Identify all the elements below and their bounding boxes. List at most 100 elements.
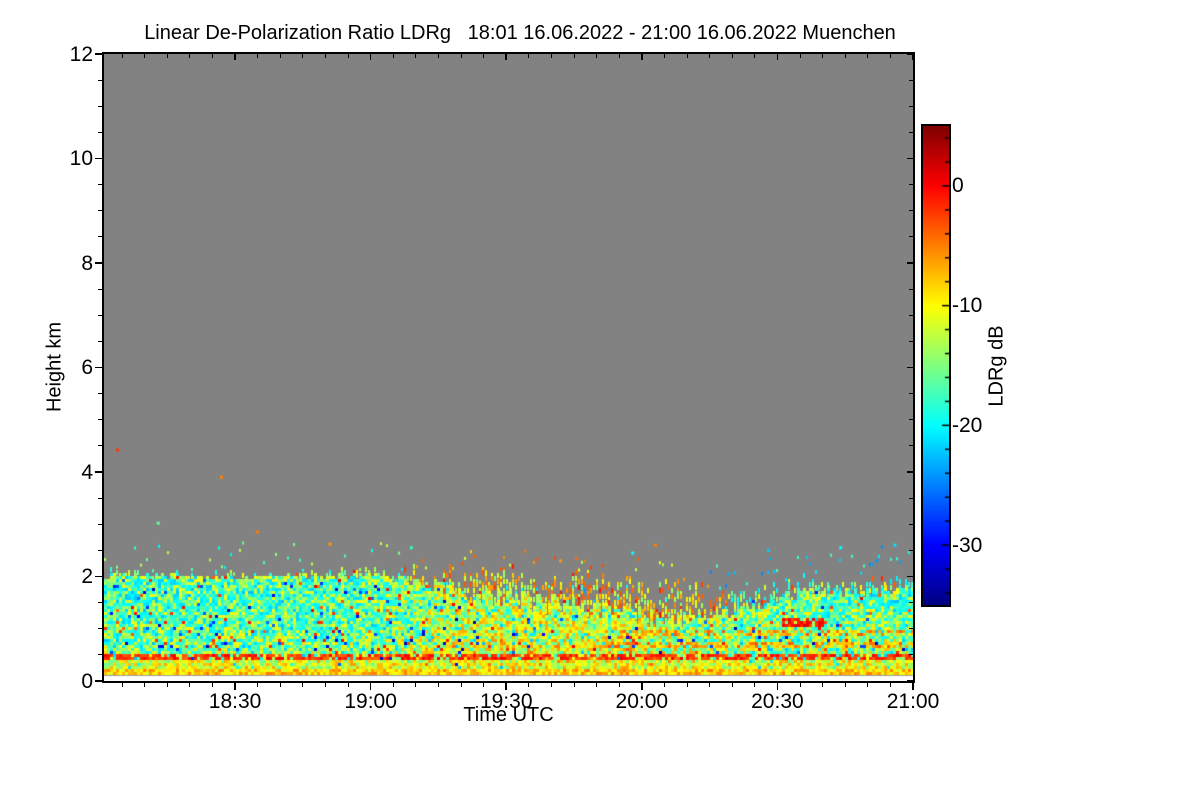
x-minor-tick (189, 683, 191, 687)
y-minor-tick-right (909, 288, 913, 290)
x-major-tick-top (234, 54, 236, 60)
x-tick-label: 18:30 (208, 690, 262, 713)
y-tick-label: 2 (81, 565, 93, 588)
y-major-tick (95, 157, 102, 160)
colorbar-tick-label: -20 (952, 413, 983, 437)
y-minor-tick (98, 445, 102, 447)
y-tick-label: 0 (81, 669, 93, 693)
x-minor-tick (573, 683, 575, 687)
y-minor-tick (98, 105, 102, 107)
y-minor-tick (98, 549, 102, 551)
x-minor-tick (754, 683, 756, 687)
y-minor-tick (98, 523, 102, 525)
x-minor-tick-top (347, 54, 349, 58)
x-minor-tick (550, 683, 552, 687)
x-minor-tick-top (573, 54, 575, 58)
x-minor-tick (166, 683, 168, 687)
y-minor-tick-right (909, 523, 913, 525)
x-minor-tick-top (754, 54, 756, 58)
y-minor-tick (98, 79, 102, 81)
y-axis-title: Height km (43, 321, 66, 413)
x-minor-tick-top (437, 54, 439, 58)
x-minor-tick-top (686, 54, 688, 58)
x-minor-tick (437, 683, 439, 687)
x-major-tick-top (776, 54, 779, 60)
x-minor-tick (257, 683, 259, 687)
x-minor-tick-top (392, 54, 394, 58)
x-tick-label: 19:00 (344, 690, 397, 713)
y-minor-tick (98, 210, 102, 212)
x-minor-tick (731, 683, 733, 687)
y-minor-tick (98, 654, 102, 656)
chart-title: Linear De-Polarization Ratio LDRg 18:01 … (144, 22, 896, 44)
x-tick-label: 21:00 (886, 690, 940, 713)
y-major-tick (95, 53, 102, 55)
x-minor-tick-top (844, 54, 846, 58)
x-minor-tick-top (144, 54, 146, 58)
y-minor-tick (98, 314, 102, 316)
x-minor-tick (686, 683, 688, 687)
x-minor-tick (889, 683, 891, 687)
colorbar-tick-label: 0 (952, 174, 964, 198)
x-minor-tick-top (460, 54, 462, 58)
y-minor-tick-right (909, 184, 913, 186)
x-minor-tick-top (279, 54, 281, 58)
y-major-tick-right (907, 262, 913, 264)
x-minor-tick-top (799, 54, 801, 58)
x-minor-tick-top (889, 54, 891, 58)
y-minor-tick (98, 184, 102, 186)
y-major-tick (95, 366, 102, 369)
y-minor-tick-right (909, 393, 913, 395)
y-tick-label: 8 (81, 251, 93, 275)
y-major-tick (95, 262, 102, 264)
x-minor-tick (822, 683, 824, 687)
y-minor-tick-right (909, 654, 913, 656)
x-axis-title: Time UTC (463, 704, 554, 726)
x-minor-tick (211, 683, 213, 687)
x-minor-tick (483, 683, 485, 687)
y-major-tick-right (907, 157, 913, 160)
x-minor-tick (528, 683, 530, 687)
colorbar (921, 124, 951, 607)
x-major-tick-top (641, 54, 643, 60)
x-minor-tick (596, 683, 598, 687)
x-minor-tick-top (415, 54, 417, 58)
x-minor-tick (618, 683, 620, 687)
x-major-tick (505, 683, 507, 690)
x-minor-tick-top (211, 54, 213, 58)
x-minor-tick-top (324, 54, 326, 58)
heatmap-canvas (104, 54, 913, 681)
y-minor-tick (98, 393, 102, 395)
x-major-tick (234, 683, 236, 690)
colorbar-title: LDRg dB (985, 325, 1008, 407)
x-minor-tick (144, 683, 146, 687)
y-minor-tick-right (909, 105, 913, 107)
y-tick-label: 6 (81, 356, 93, 379)
x-tick-label: 19:30 (479, 690, 533, 713)
x-minor-tick (279, 683, 281, 687)
y-major-tick-right (907, 575, 913, 578)
x-minor-tick (867, 683, 869, 687)
y-minor-tick-right (909, 497, 913, 499)
y-minor-tick-right (909, 549, 913, 551)
y-major-tick-right (907, 53, 913, 55)
x-minor-tick-top (257, 54, 259, 58)
y-minor-tick (98, 419, 102, 421)
y-minor-tick (98, 340, 102, 342)
y-minor-tick (98, 497, 102, 499)
x-minor-tick (799, 683, 801, 687)
x-minor-tick (302, 683, 304, 687)
x-minor-tick-top (822, 54, 824, 58)
x-minor-tick-top (550, 54, 552, 58)
x-major-tick-top (369, 54, 372, 60)
y-minor-tick-right (909, 445, 913, 447)
y-minor-tick (98, 628, 102, 630)
x-minor-tick-top (189, 54, 191, 58)
x-tick-label: 20:00 (615, 690, 669, 713)
y-minor-tick-right (909, 210, 913, 212)
y-major-tick-right (907, 366, 913, 369)
y-major-tick-right (907, 471, 913, 473)
x-minor-tick-top (663, 54, 665, 58)
y-minor-tick-right (909, 236, 913, 238)
